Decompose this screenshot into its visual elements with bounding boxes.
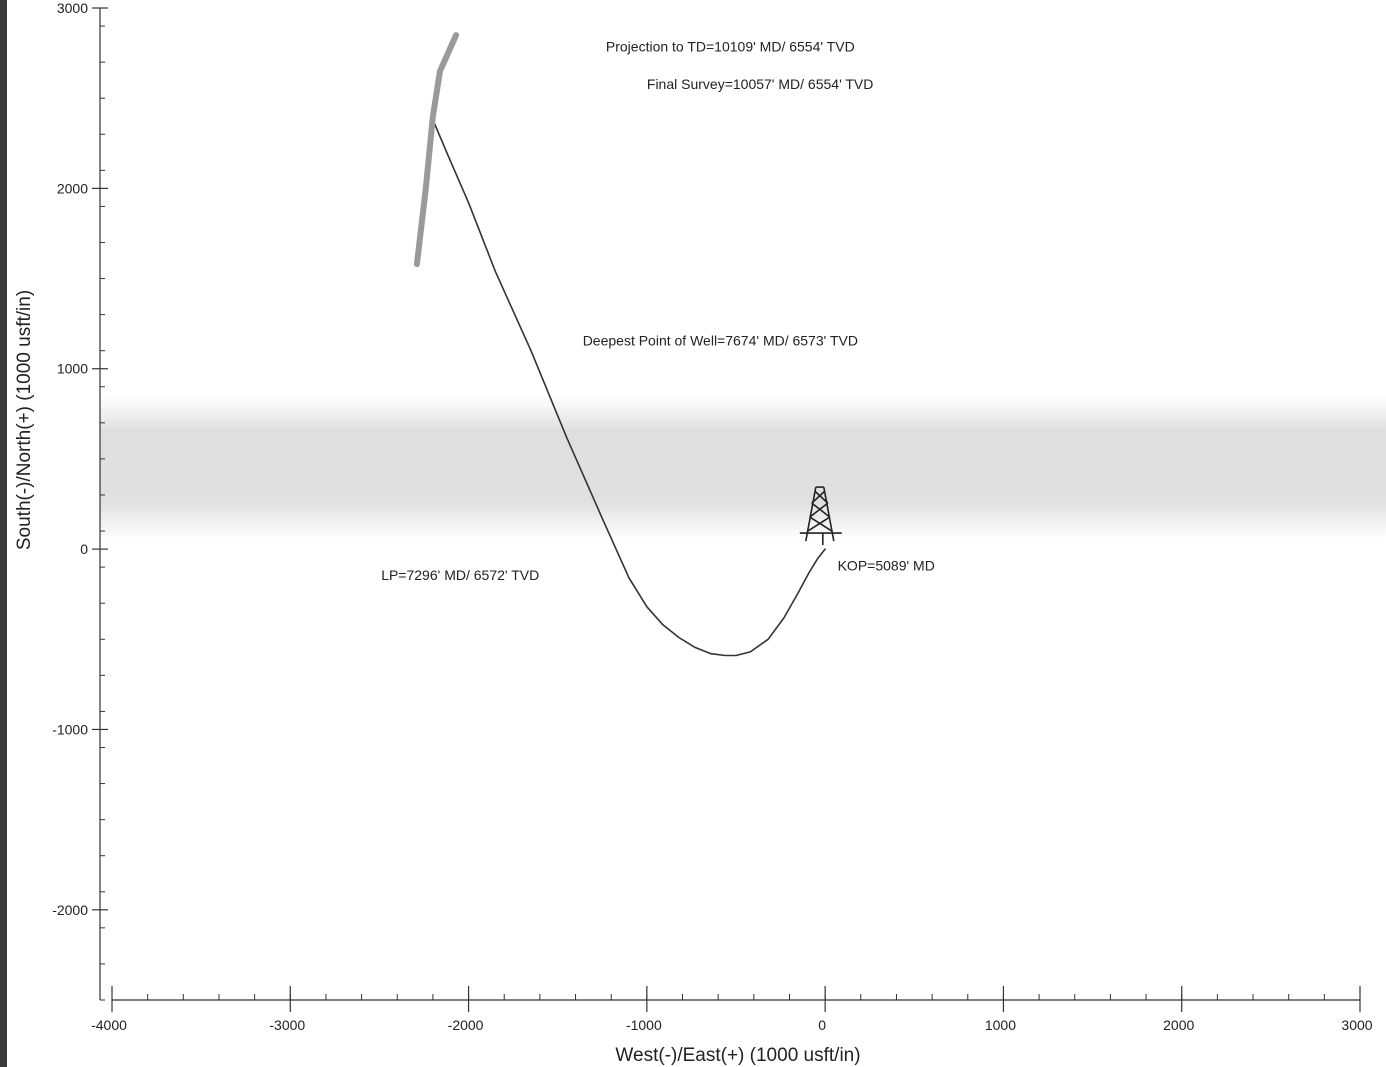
x-tick-label: -2000 <box>448 1017 484 1033</box>
y-tick-label: -2000 <box>52 902 88 918</box>
y-tick-label: 1000 <box>57 361 88 377</box>
annotation-label: Final Survey=10057' MD/ 6554' TVD <box>647 76 873 92</box>
annotation-label: KOP=5089' MD <box>838 558 935 574</box>
annotation-label: Projection to TD=10109' MD/ 6554' TVD <box>606 38 855 54</box>
annotation-label: Deepest Point of Well=7674' MD/ 6573' TV… <box>583 332 858 348</box>
x-tick-label: -4000 <box>91 1017 127 1033</box>
y-tick-label: 2000 <box>57 180 88 196</box>
y-axis-title: South(-)/North(+) (1000 usft/in) <box>14 290 35 550</box>
annotation-label: LP=7296' MD/ 6572' TVD <box>381 567 539 583</box>
wellbore-path <box>432 115 826 657</box>
y-tick-label: 3000 <box>57 0 88 16</box>
x-axis-title: West(-)/East(+) (1000 usft/in) <box>615 1045 860 1066</box>
scan-artifact-band <box>100 395 1386 540</box>
series-layer <box>413 32 826 657</box>
x-tick-label: -1000 <box>626 1017 662 1033</box>
drilling-rig-icon <box>799 486 842 546</box>
x-tick-label: 2000 <box>1163 1017 1194 1033</box>
axes: 3000 2000 1000 0 -1000 -2000 -4000 -3000 -2000 -1… <box>52 0 1373 1033</box>
x-tick-label: 0 <box>818 1017 826 1033</box>
y-tick-label: -1000 <box>52 721 88 737</box>
y-tick-label: 0 <box>80 541 88 557</box>
x-tick-label: 3000 <box>1341 1017 1372 1033</box>
x-tick-label: 1000 <box>985 1017 1016 1033</box>
rig-marker-layer <box>799 486 842 546</box>
page-edge-shadow <box>0 0 7 1067</box>
x-tick-label: -3000 <box>269 1017 305 1033</box>
annotations-layer: Projection to TD=10109' MD/ 6554' TVD Fin… <box>381 38 935 583</box>
offset-well-path <box>413 32 460 268</box>
